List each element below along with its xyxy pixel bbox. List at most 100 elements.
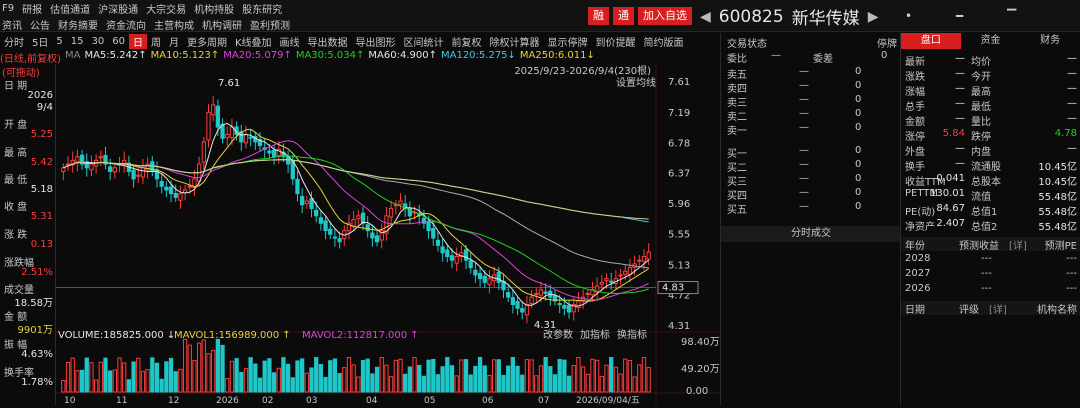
candle-body bbox=[482, 275, 487, 283]
candle-body bbox=[173, 193, 178, 198]
period-button[interactable]: 5日 bbox=[32, 37, 49, 49]
forecast-detail-link[interactable]: [详] bbox=[1009, 241, 1027, 252]
period-button[interactable]: K线叠加 bbox=[234, 37, 272, 49]
rating-detail-link[interactable]: [详] bbox=[989, 305, 1007, 316]
volume-bar bbox=[356, 376, 361, 393]
quote-row: 收益TTM 0.041 总股本 10.45亿 bbox=[901, 173, 1080, 188]
period-button[interactable]: 前复权 bbox=[451, 37, 482, 49]
prev-stock-icon[interactable]: ◀ bbox=[700, 8, 711, 25]
connect-badge[interactable]: 通 bbox=[613, 7, 634, 25]
switch-indicator-button[interactable]: 换指标 bbox=[617, 328, 647, 341]
candle-body bbox=[374, 235, 380, 243]
period-button[interactable]: 更多周期 bbox=[186, 37, 227, 49]
volume-bar bbox=[576, 357, 581, 393]
menu-item[interactable]: 盈利预测 bbox=[250, 20, 290, 32]
candle-body bbox=[468, 260, 473, 269]
date-tick-label: 03 bbox=[306, 396, 317, 405]
quote-value: — bbox=[1067, 53, 1077, 64]
menu-item[interactable]: 财务摘要 bbox=[58, 20, 98, 32]
period-button[interactable]: 15 bbox=[70, 35, 84, 47]
candle-body bbox=[534, 292, 539, 296]
quote-value: 2.407 bbox=[936, 218, 965, 229]
volume-bar bbox=[271, 372, 277, 393]
menu-item[interactable]: 大宗交易 bbox=[146, 4, 187, 16]
turn-label: 换手率 bbox=[4, 368, 34, 379]
quote-label: 涨幅 bbox=[905, 87, 925, 98]
period-button[interactable]: 30 bbox=[91, 35, 105, 47]
period-button[interactable]: 5 bbox=[56, 35, 63, 47]
tab-orderbook[interactable]: 盘口 bbox=[901, 33, 961, 49]
level-volume: 0 bbox=[855, 108, 862, 119]
edit-params-button[interactable]: 改参数 bbox=[543, 328, 573, 341]
stock-title: ◀ 600825 新华传媒 ▶ bbox=[700, 4, 879, 30]
menu-item[interactable]: 机构持股 bbox=[194, 4, 235, 16]
candle-body bbox=[398, 200, 403, 205]
volume-bar bbox=[285, 363, 291, 393]
menu-item[interactable]: 估值通道 bbox=[50, 4, 91, 16]
date-tick-label: 11 bbox=[116, 396, 127, 405]
menu-item[interactable]: 沪深股通 bbox=[98, 4, 139, 16]
add-indicator-button[interactable]: 加指标 bbox=[580, 328, 610, 341]
volume-bar bbox=[75, 370, 80, 393]
kline-svg[interactable]: 2025/9/23-2026/9/4(230根)设置均线 7.61 7.19 6.78… bbox=[56, 64, 720, 406]
quote-label: 金额 bbox=[905, 117, 925, 128]
menu-item[interactable]: 公告 bbox=[30, 20, 50, 32]
volume-bar bbox=[220, 344, 225, 393]
candle-body bbox=[623, 270, 628, 275]
candle-body bbox=[449, 255, 455, 261]
level-volume: 0 bbox=[855, 159, 862, 170]
amt-value: 9901万 bbox=[17, 325, 53, 336]
kline-chart-area[interactable]: 2025/9/23-2026/9/4(230根) 设置均线 7.61 7.19 6.78… bbox=[56, 64, 720, 406]
period-button[interactable]: 简约版面 bbox=[643, 37, 684, 49]
candle-body bbox=[641, 255, 647, 262]
add-watchlist-button[interactable]: 加入自选 bbox=[638, 7, 692, 25]
menu-item[interactable]: 资金流向 bbox=[106, 20, 146, 32]
period-button[interactable]: 画线 bbox=[279, 37, 300, 49]
menu-item[interactable]: 股东研究 bbox=[242, 4, 283, 16]
period-button[interactable]: 到价提醒 bbox=[595, 37, 636, 49]
restore-icon[interactable]: ▔ bbox=[1006, 9, 1017, 23]
menu-item[interactable]: F9 bbox=[2, 2, 15, 14]
ticks-title[interactable]: 分时成交 bbox=[721, 226, 901, 242]
period-button[interactable]: 导出图形 bbox=[355, 37, 396, 49]
dot-icon[interactable]: • bbox=[905, 9, 913, 23]
next-stock-icon[interactable]: ▶ bbox=[867, 8, 879, 25]
tab-finance[interactable]: 财务 bbox=[1040, 35, 1061, 46]
candle-body bbox=[576, 300, 581, 309]
volume-bar bbox=[379, 357, 384, 393]
candle-body bbox=[168, 186, 174, 195]
period-button[interactable]: 导出数据 bbox=[307, 37, 348, 49]
menu-item[interactable]: 机构调研 bbox=[202, 20, 242, 32]
menu-item[interactable]: 研报 bbox=[22, 4, 43, 16]
level-label: 买四 bbox=[727, 191, 747, 202]
volume-bar bbox=[61, 380, 66, 393]
tab-funds[interactable]: 资金 bbox=[980, 35, 1001, 46]
draggable-tag[interactable]: (可拖动) bbox=[2, 68, 40, 79]
volume-bar bbox=[257, 377, 263, 393]
date-tick-label: 02 bbox=[262, 396, 273, 405]
settings-ma-link[interactable]: 设置均线 bbox=[616, 76, 656, 89]
quote-label: 内盘 bbox=[971, 147, 991, 158]
forecast-row: 2027 --- --- bbox=[901, 268, 1080, 282]
quote-value: 55.48亿 bbox=[1038, 192, 1077, 203]
price-tick-label: 6.37 bbox=[668, 169, 690, 180]
period-button[interactable]: 周 bbox=[150, 37, 161, 49]
period-button[interactable]: 除权计算器 bbox=[489, 37, 540, 49]
rating-date-header: 日期 bbox=[905, 305, 925, 316]
period-button[interactable]: 显示停牌 bbox=[547, 37, 588, 49]
level-price: — bbox=[799, 187, 809, 198]
menu-item[interactable]: 主营构成 bbox=[154, 20, 194, 32]
minimize-icon[interactable]: ━ bbox=[955, 9, 964, 23]
menu-item[interactable]: 资讯 bbox=[2, 20, 22, 32]
margin-badge[interactable]: 融 bbox=[588, 7, 609, 25]
top-menu-bar: F9 研报 估值通道 沪深股通 大宗交易 机构持股 股东研究 资讯 公告 财务摘要 资金流向 主营构… bbox=[0, 0, 1080, 32]
period-button[interactable]: 月 bbox=[168, 37, 179, 49]
period-button[interactable]: 区间统计 bbox=[403, 37, 444, 49]
level-label: 卖三 bbox=[727, 98, 747, 109]
period-button[interactable]: 60 bbox=[112, 35, 125, 47]
quote-row: 金额 — 量比 — bbox=[901, 113, 1080, 128]
level-price: — bbox=[799, 108, 809, 119]
quote-label: 外盘 bbox=[905, 147, 925, 158]
period-button[interactable]: 日 bbox=[128, 33, 147, 49]
period-button[interactable]: 分时 bbox=[4, 37, 24, 49]
